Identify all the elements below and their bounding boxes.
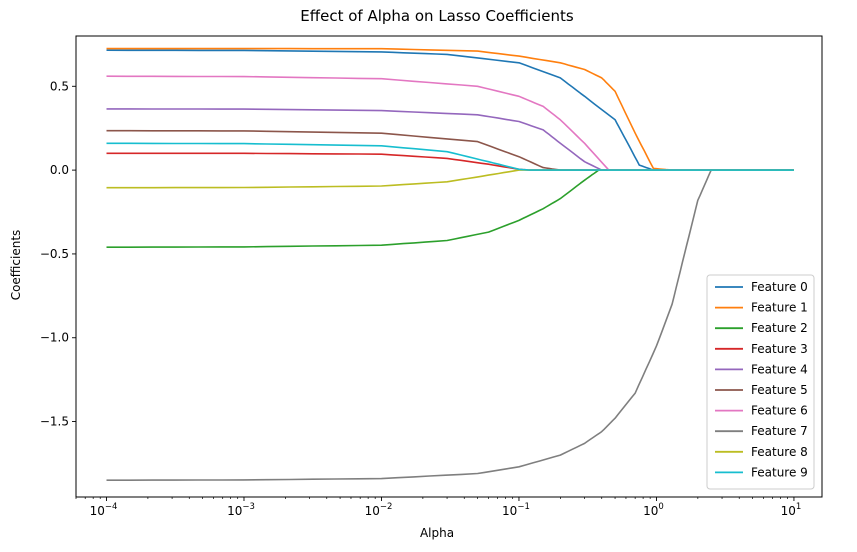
legend-label: Feature 2 [751,321,808,335]
y-axis: 0.5 0.0 −0.5 −1.0 −1.5 [40,79,76,429]
y-tick-label: 0.0 [50,163,69,177]
series-line-5 [106,129,794,171]
x-tick-label: 101 [781,502,802,518]
y-tick-label: −1.5 [40,415,69,429]
y-tick-label: −1.0 [40,331,69,345]
series-line-0 [106,49,794,171]
legend-label: Feature 5 [751,383,808,397]
y-tick-label: 0.5 [50,79,69,93]
x-axis-label: Alpha [420,526,454,540]
series-line-3 [106,152,794,171]
legend-label: Feature 1 [751,301,808,315]
series-line-4 [106,108,794,171]
legend-label: Feature 0 [751,280,808,294]
x-tick-label: 10−4 [90,502,118,518]
x-tick-label: 100 [643,502,664,518]
series-line-6 [106,75,794,171]
legend-label: Feature 4 [751,362,808,376]
legend-label: Feature 7 [751,424,808,438]
series-line-7 [106,169,794,482]
series-line-9 [106,142,794,171]
legend-label: Feature 6 [751,404,808,418]
x-tick-label: 10−1 [502,502,530,518]
x-tick-label: 10−2 [365,502,393,518]
series-layer [106,47,794,482]
legend-label: Feature 3 [751,342,808,356]
y-axis-label: Coefficients [9,230,23,301]
chart-title: Effect of Alpha on Lasso Coefficients [300,7,574,25]
y-tick-label: −0.5 [40,247,69,261]
x-axis: 10−4 10−3 10−2 10−1 100 101 [75,497,802,518]
x-tick-label: 10−3 [227,502,255,518]
series-line-1 [106,47,794,171]
series-line-8 [106,169,794,189]
series-line-2 [106,169,794,248]
legend: Feature 0 Feature 1 Feature 2 Feature 3 Feat… [706,274,815,490]
plot-frame [75,35,823,498]
legend-label: Feature 9 [751,465,808,479]
legend-label: Feature 8 [751,445,808,459]
